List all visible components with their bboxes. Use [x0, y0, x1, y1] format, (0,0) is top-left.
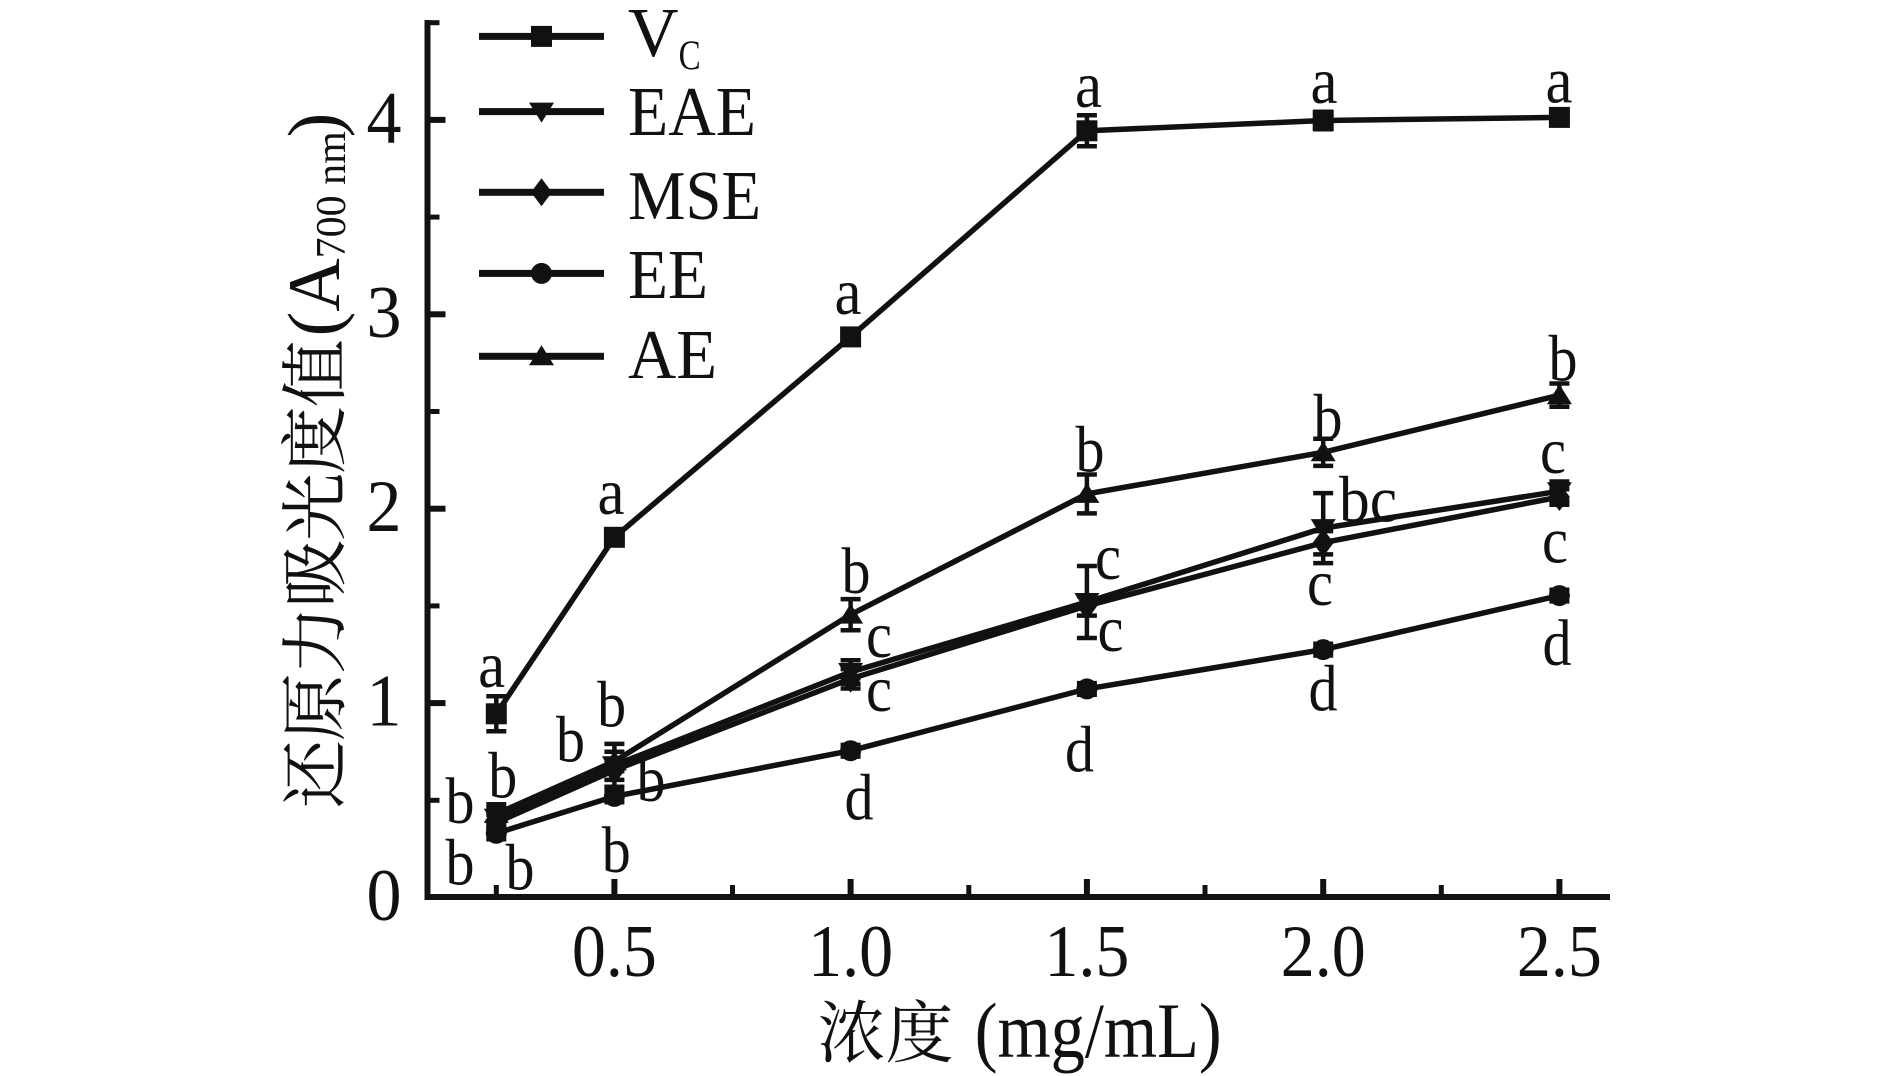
- svg-text:c: c: [1540, 415, 1566, 488]
- svg-text:2.0: 2.0: [1281, 911, 1366, 993]
- svg-text:4: 4: [367, 77, 402, 159]
- svg-text:c: c: [866, 599, 892, 672]
- svg-text:b: b: [842, 535, 871, 608]
- svg-text:bc: bc: [1339, 464, 1397, 537]
- svg-text:d: d: [1543, 607, 1572, 680]
- svg-text:c: c: [1098, 593, 1124, 666]
- svg-text:b: b: [506, 832, 535, 905]
- svg-text:c: c: [866, 653, 892, 726]
- svg-text:b: b: [446, 827, 475, 900]
- svg-text:0: 0: [367, 855, 402, 937]
- svg-text:d: d: [845, 762, 874, 835]
- svg-text:b: b: [446, 765, 475, 838]
- svg-text:1.0: 1.0: [808, 911, 893, 993]
- svg-text:700 nm: 700 nm: [309, 131, 355, 259]
- svg-text:EE: EE: [628, 237, 708, 314]
- svg-text:c: c: [1095, 521, 1121, 594]
- svg-text:MSE: MSE: [628, 158, 761, 235]
- svg-text:b: b: [488, 740, 517, 813]
- svg-text:a: a: [1311, 45, 1338, 118]
- svg-text:a: a: [1546, 45, 1573, 118]
- svg-text:b: b: [637, 743, 666, 816]
- svg-text:1: 1: [367, 661, 402, 743]
- svg-text:0.5: 0.5: [572, 911, 657, 993]
- svg-text:a: a: [478, 629, 505, 702]
- svg-text:(mg/mL): (mg/mL): [975, 987, 1222, 1074]
- svg-text:b: b: [597, 669, 626, 742]
- svg-text:d: d: [1065, 714, 1094, 787]
- svg-text:b: b: [1314, 382, 1343, 455]
- svg-text:c: c: [1542, 505, 1568, 578]
- svg-text:(A: (A: [274, 258, 356, 336]
- svg-text:2: 2: [367, 466, 402, 548]
- svg-text:a: a: [835, 256, 862, 329]
- svg-text:2.5: 2.5: [1517, 911, 1602, 993]
- svg-text:b: b: [602, 814, 631, 887]
- svg-text:1.5: 1.5: [1044, 911, 1129, 993]
- svg-text:a: a: [1075, 49, 1102, 122]
- svg-text:b: b: [1549, 323, 1578, 396]
- svg-text:a: a: [598, 456, 625, 529]
- svg-text:d: d: [1309, 653, 1338, 726]
- svg-text:c: c: [1307, 547, 1333, 620]
- svg-text:b: b: [556, 704, 585, 777]
- svg-text:b: b: [1076, 414, 1105, 487]
- svg-text:EAE: EAE: [628, 74, 756, 151]
- svg-text:3: 3: [367, 272, 402, 354]
- svg-text:): ): [274, 113, 356, 138]
- svg-text:AE: AE: [628, 317, 717, 394]
